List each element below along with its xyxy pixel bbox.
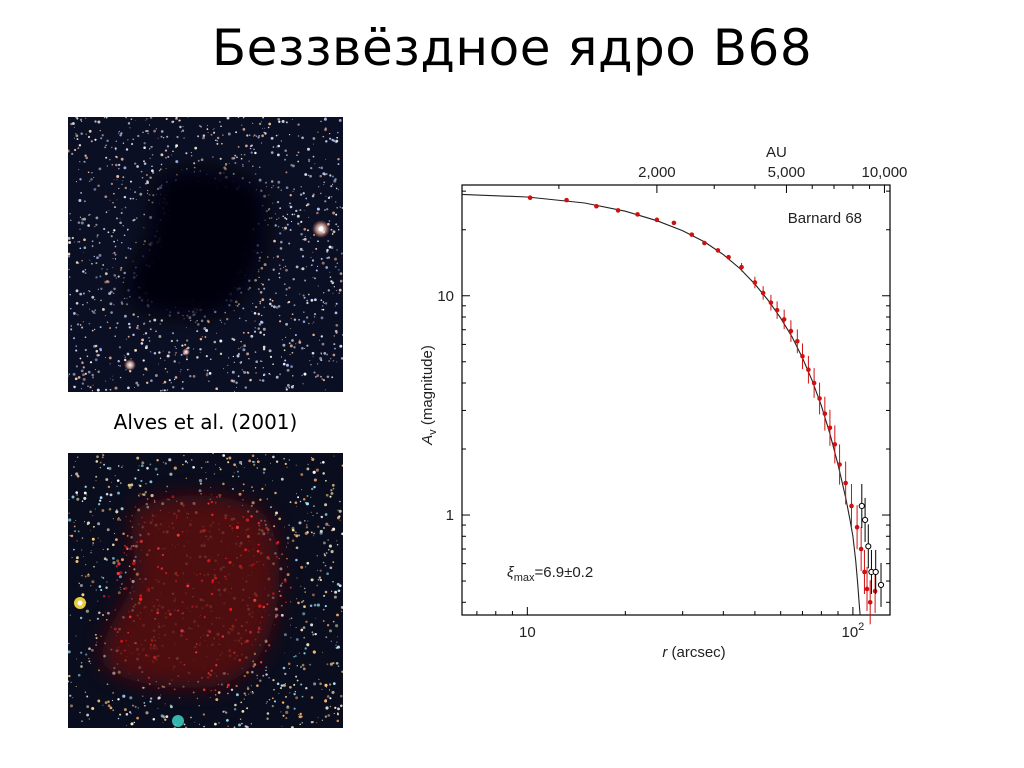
dark-globule-infrared-image	[68, 453, 343, 728]
data-point	[654, 217, 660, 223]
data-point	[774, 307, 780, 313]
data-point	[872, 588, 878, 594]
data-point-open	[861, 516, 869, 524]
image-caption: Alves et al. (2001)	[113, 410, 298, 434]
data-point	[564, 197, 569, 203]
data-point	[739, 264, 744, 270]
data-point	[837, 462, 842, 467]
data-point	[817, 396, 822, 401]
data-point	[811, 380, 817, 386]
data-point	[795, 338, 800, 344]
plot-frame-rect	[461, 184, 891, 616]
y-axis-label: Av (magnitude)	[419, 345, 439, 446]
data-point	[671, 220, 677, 226]
data-point	[864, 586, 870, 592]
x-tick-label: 102	[841, 621, 864, 641]
data-point	[781, 317, 787, 322]
plot-frame	[461, 184, 891, 616]
data-point	[858, 546, 864, 552]
data-point	[832, 442, 838, 447]
data-point	[854, 524, 860, 530]
data-point	[788, 328, 794, 334]
data-points	[527, 195, 885, 625]
data-point	[800, 353, 805, 359]
top-axis-label: AU	[766, 144, 787, 161]
data-point	[806, 367, 811, 373]
data-point	[822, 411, 828, 416]
annotations: Barnard 68 ξmax=6.9±0.2	[507, 210, 862, 584]
top-tick-label: 2,000	[638, 164, 676, 181]
y-tick-label: 1	[446, 507, 454, 524]
data-point	[615, 208, 621, 213]
data-point	[768, 300, 774, 305]
fit-annotation: ξmax=6.9±0.2	[507, 564, 593, 584]
data-point	[702, 240, 707, 246]
axis-ticks	[462, 185, 890, 615]
object-label: Barnard 68	[788, 210, 862, 227]
data-point	[760, 290, 766, 296]
data-point	[689, 232, 695, 237]
data-point-open	[877, 581, 885, 589]
y-tick-label: 10	[437, 288, 454, 305]
dark-globule-optical-image	[68, 117, 343, 392]
data-point	[849, 503, 854, 509]
data-point	[843, 480, 848, 486]
data-point-open	[872, 568, 879, 576]
data-point	[867, 599, 873, 605]
data-point	[827, 425, 833, 431]
x-axis-label: r (arcsec)	[662, 644, 725, 661]
data-point	[752, 280, 758, 285]
data-point	[715, 248, 721, 253]
data-point	[527, 195, 533, 201]
top-tick-label: 10,000	[862, 164, 908, 181]
x-tick-label: 10	[519, 624, 536, 641]
data-point-open	[865, 543, 872, 550]
model-curve-line	[461, 193, 861, 616]
data-point	[726, 254, 731, 260]
extinction-profile-chart: 10 102 1 10 2,000 5,000 10,000 AU r (arcsec) Av (…	[400, 135, 920, 665]
data-point-open	[858, 502, 865, 510]
top-tick-label: 5,000	[768, 164, 806, 181]
data-point	[635, 212, 640, 217]
data-point	[862, 569, 867, 575]
data-point	[594, 203, 599, 209]
model-curve	[461, 193, 861, 616]
slide-title: Беззвёздное ядро B68	[211, 19, 813, 77]
